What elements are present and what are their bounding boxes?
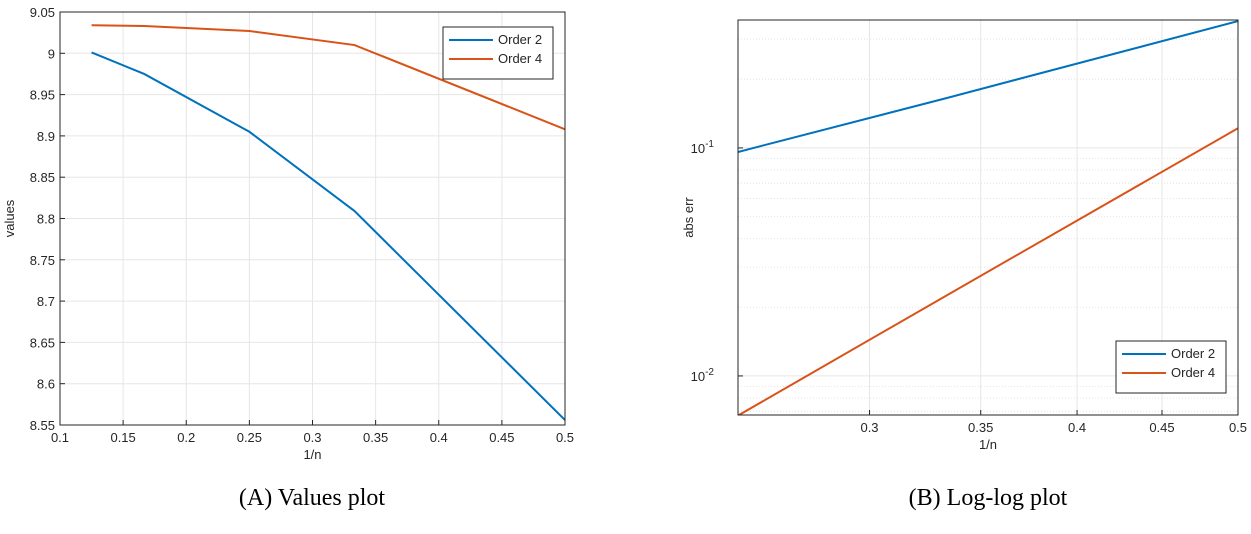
caption: (A) Values plot xyxy=(239,485,386,511)
y-axis-label: abs err xyxy=(681,197,696,238)
y-tick-label: 8.95 xyxy=(30,88,55,103)
legend-label: Order 4 xyxy=(1171,365,1215,380)
y-tick-label: 8.75 xyxy=(30,253,55,268)
tick-base: 10 xyxy=(691,369,705,384)
x-tick-label: 0.5 xyxy=(556,430,574,445)
y-tick-label: 8.6 xyxy=(37,377,55,392)
x-tick-label: 0.35 xyxy=(968,420,993,435)
x-tick-label: 0.5 xyxy=(1229,420,1247,435)
legend-label: Order 2 xyxy=(1171,346,1215,361)
x-axis-label: 1/n xyxy=(979,437,997,452)
tick-exponent: -1 xyxy=(705,139,714,150)
line xyxy=(91,24,565,131)
y-axis-label: values xyxy=(2,199,17,237)
y-tick-label: 8.85 xyxy=(30,170,55,185)
x-tick-label: 0.35 xyxy=(363,430,388,445)
legend-box xyxy=(442,26,554,80)
x-tick-label: 0.15 xyxy=(110,430,135,445)
caption: (B) Log-log plot xyxy=(909,485,1068,511)
y-tick-label: 8.65 xyxy=(30,335,55,350)
x-axis-label: 1/n xyxy=(303,447,321,462)
x-tick-label: 0.25 xyxy=(237,430,262,445)
x-tick-label: 0.45 xyxy=(489,430,514,445)
legend-box xyxy=(1115,340,1227,394)
y-tick-label: 8.8 xyxy=(37,212,55,227)
x-tick-label: 0.45 xyxy=(1149,420,1174,435)
y-tick-label: 8.7 xyxy=(37,294,55,309)
y-tick-label: 10-2 xyxy=(691,367,715,384)
line xyxy=(738,20,1238,153)
y-tick-label: 9 xyxy=(48,46,55,61)
tick-base: 10 xyxy=(691,141,705,156)
y-tick-label: 9.05 xyxy=(30,5,55,20)
line xyxy=(738,127,1238,415)
line xyxy=(91,51,565,421)
y-tick-label: 8.55 xyxy=(30,418,55,433)
x-tick-label: 0.3 xyxy=(303,430,321,445)
x-tick-label: 0.4 xyxy=(1068,420,1086,435)
legend-label: Order 4 xyxy=(498,51,542,66)
legend-label: Order 2 xyxy=(498,32,542,47)
tick-exponent: -2 xyxy=(705,367,714,378)
x-tick-label: 0.2 xyxy=(177,430,195,445)
x-tick-label: 0.3 xyxy=(860,420,878,435)
x-tick-label: 0.1 xyxy=(51,430,69,445)
y-tick-label: 10-1 xyxy=(691,139,715,156)
x-tick-label: 0.4 xyxy=(430,430,448,445)
y-tick-label: 8.9 xyxy=(37,129,55,144)
axes-box xyxy=(737,19,1239,416)
axes-box xyxy=(59,11,566,426)
